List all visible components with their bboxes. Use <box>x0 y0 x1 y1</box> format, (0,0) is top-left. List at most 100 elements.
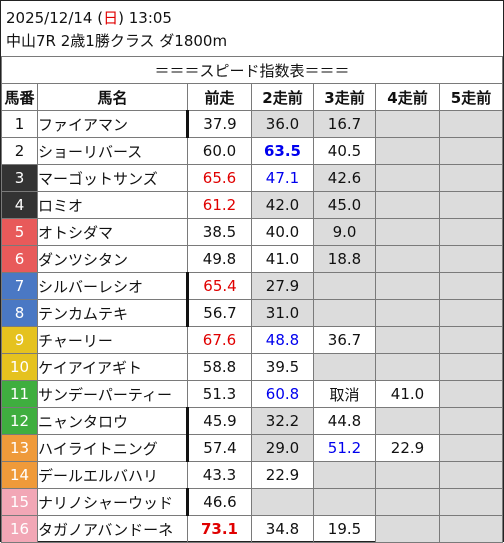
horse-name: チャーリー <box>37 326 188 354</box>
speed-index-4 <box>375 272 440 300</box>
speed-index-5 <box>438 353 504 381</box>
horse-number: 13 <box>1 434 38 462</box>
col-header-5back: 5走前 <box>438 83 504 111</box>
horse-name: ショーリバース <box>37 137 188 165</box>
horse-number: 9 <box>1 326 38 354</box>
speed-index-4 <box>375 488 440 516</box>
speed-index-1: 57.4 <box>187 434 252 462</box>
horse-number: 7 <box>1 272 38 300</box>
horse-name: ファイアマン <box>37 110 189 138</box>
speed-index-2: 41.0 <box>251 245 314 273</box>
horse-name: マーゴットサンズ <box>37 164 188 192</box>
speed-index-5 <box>438 245 504 273</box>
speed-index-1: 45.9 <box>187 407 252 435</box>
table-row: 2 ショーリバース 60.0 63.5 40.5 <box>1 137 504 165</box>
table-row: 9 チャーリー 67.6 48.8 36.7 <box>1 326 504 354</box>
speed-index-2: 36.0 <box>251 110 314 138</box>
speed-index-4 <box>375 218 440 246</box>
speed-index-3: 40.5 <box>313 137 376 165</box>
speed-index-4 <box>375 515 440 543</box>
table-title: ＝＝＝スピード指数表＝＝＝ <box>0 56 504 84</box>
speed-index-3 <box>313 461 376 489</box>
speed-index-4: 22.9 <box>375 434 440 462</box>
day-open: ( <box>92 9 104 27</box>
horse-number: 1 <box>1 110 38 138</box>
speed-index-5 <box>438 110 504 138</box>
speed-index-4 <box>375 326 440 354</box>
speed-index-5 <box>438 461 504 489</box>
horse-number: 11 <box>1 380 38 408</box>
table-row: 11 サンデーパーティー 51.3 60.8 取消 41.0 <box>1 380 504 408</box>
speed-index-3: 36.7 <box>313 326 376 354</box>
col-header-2back: 2走前 <box>251 83 314 111</box>
horse-name: ロミオ <box>37 191 188 219</box>
speed-index-2: 27.9 <box>251 272 314 300</box>
table-title-row: ＝＝＝スピード指数表＝＝＝ <box>0 56 504 84</box>
speed-index-1: 46.6 <box>187 488 252 516</box>
table-row: 12 ニャンタロウ 45.9 32.2 44.8 <box>1 407 504 435</box>
speed-index-2: 31.0 <box>251 299 314 327</box>
speed-index-3 <box>313 299 376 327</box>
table-row: 13 ハイライトニング 57.4 29.0 51.2 22.9 <box>1 434 504 462</box>
horse-name: ニャンタロウ <box>37 407 189 435</box>
speed-index-2: 32.2 <box>251 407 314 435</box>
speed-index-1: 60.0 <box>187 137 252 165</box>
speed-index-2: 34.8 <box>251 515 314 543</box>
speed-index-2 <box>251 488 314 516</box>
horse-number: 2 <box>1 137 38 165</box>
speed-index-4 <box>375 137 440 165</box>
col-header-3back: 3走前 <box>313 83 376 111</box>
col-header-last: 前走 <box>187 83 252 111</box>
speed-index-3: 45.0 <box>313 191 376 219</box>
speed-index-3: 51.2 <box>313 434 376 462</box>
horse-number: 12 <box>1 407 38 435</box>
speed-index-3: 42.6 <box>313 164 376 192</box>
speed-index-4 <box>375 353 440 381</box>
speed-index-5 <box>438 407 504 435</box>
race-weekday: 日 <box>103 9 119 27</box>
table-header-row: 馬番 馬名 前走 2走前 3走前 4走前 5走前 <box>1 83 504 111</box>
speed-index-3: 19.5 <box>313 515 376 543</box>
speed-index-1: 38.5 <box>187 218 252 246</box>
table-row: 8 テンカムテキ 56.7 31.0 <box>1 299 504 327</box>
speed-index-3 <box>313 272 376 300</box>
table-row: 7 シルバーレシオ 65.4 27.9 <box>1 272 504 300</box>
speed-index-1: 73.1 <box>187 515 252 543</box>
table-row: 4 ロミオ 61.2 42.0 45.0 <box>1 191 504 219</box>
speed-index-5 <box>438 137 504 165</box>
speed-index-5 <box>438 164 504 192</box>
speed-index-5 <box>438 272 504 300</box>
horse-number: 3 <box>1 164 38 192</box>
speed-index-2: 29.0 <box>251 434 314 462</box>
speed-index-1: 49.8 <box>187 245 252 273</box>
speed-index-2: 22.9 <box>251 461 314 489</box>
horse-number: 4 <box>1 191 38 219</box>
speed-index-2: 40.0 <box>251 218 314 246</box>
speed-index-5 <box>438 326 504 354</box>
speed-index-1: 37.9 <box>187 110 252 138</box>
speed-index-5 <box>438 488 504 516</box>
speed-index-4 <box>375 299 440 327</box>
speed-index-5 <box>438 380 504 408</box>
speed-index-2: 60.8 <box>251 380 314 408</box>
speed-index-4 <box>375 461 440 489</box>
col-header-4back: 4走前 <box>375 83 440 111</box>
horse-name: テンカムテキ <box>37 299 189 327</box>
table-row: 10 ケイアイアギト 58.8 39.5 <box>1 353 504 381</box>
col-header-number: 馬番 <box>1 83 38 111</box>
speed-index-5 <box>438 191 504 219</box>
speed-index-3 <box>313 488 376 516</box>
race-info: 中山7R 2歳1勝クラス ダ1800m <box>6 32 228 50</box>
horse-name: ダンツシタン <box>37 245 188 273</box>
horse-name: ナリノシャーウッド <box>37 488 189 516</box>
horse-number: 5 <box>1 218 38 246</box>
horse-name: オトシダマ <box>37 218 188 246</box>
speed-index-4 <box>375 407 440 435</box>
horse-name: シルバーレシオ <box>37 272 189 300</box>
speed-index-5 <box>438 515 504 543</box>
speed-index-1: 51.3 <box>187 380 252 408</box>
speed-index-2: 39.5 <box>251 353 314 381</box>
speed-index-1: 43.3 <box>187 461 252 489</box>
horse-number: 16 <box>1 515 38 543</box>
speed-index-2: 47.1 <box>251 164 314 192</box>
